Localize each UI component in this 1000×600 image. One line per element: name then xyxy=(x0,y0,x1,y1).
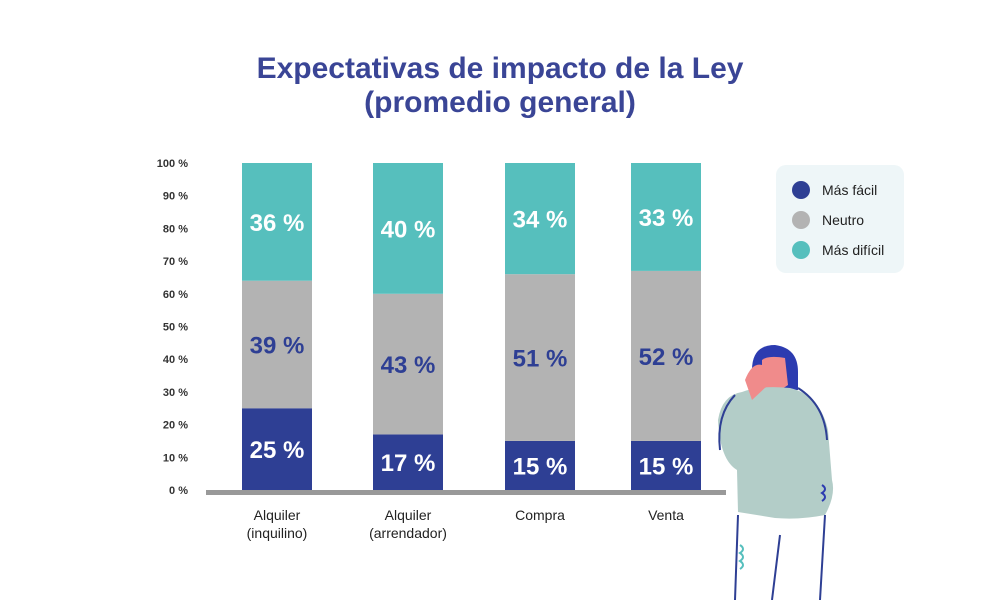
y-tick-label: 0 % xyxy=(169,485,188,497)
bar-segment xyxy=(505,274,575,441)
data-label: 39 % xyxy=(250,332,305,359)
data-label: 25 % xyxy=(250,437,305,464)
x-tick-label: Compra xyxy=(515,507,565,523)
legend-label: Más difícil xyxy=(822,242,885,258)
data-label: 51 % xyxy=(513,346,568,373)
data-label: 34 % xyxy=(513,207,568,234)
data-label: 36 % xyxy=(250,210,305,237)
bar-segment xyxy=(242,163,312,281)
legend-swatch xyxy=(792,241,810,259)
x-axis-line xyxy=(206,490,726,495)
y-tick-label: 20 % xyxy=(163,420,188,432)
x-tick-label: Venta xyxy=(648,507,684,523)
bar-segment xyxy=(242,280,312,409)
legend-label: Neutro xyxy=(822,212,865,228)
bar-segment xyxy=(373,434,443,490)
bar-segment xyxy=(631,270,701,441)
y-tick-label: 50 % xyxy=(163,322,188,334)
data-label: 17 % xyxy=(381,450,436,477)
data-label: 40 % xyxy=(381,216,436,243)
legend-swatch xyxy=(792,211,810,229)
y-tick-label: 10 % xyxy=(163,452,188,464)
chart-subtitle: (promedio general) xyxy=(364,86,636,119)
legend-item: Neutro xyxy=(792,211,864,229)
y-tick-label: 70 % xyxy=(163,256,188,268)
legend-label: Más fácil xyxy=(822,182,878,198)
data-label: 15 % xyxy=(639,453,694,480)
y-tick-label: 40 % xyxy=(163,354,188,366)
y-tick-label: 60 % xyxy=(163,289,188,301)
bar-segment xyxy=(242,408,312,490)
data-label: 52 % xyxy=(639,344,694,371)
bar-segment xyxy=(373,163,443,294)
data-label: 15 % xyxy=(513,453,568,480)
x-tick-label: (arrendador) xyxy=(369,525,447,541)
chart-title: Expectativas de impacto de la Ley xyxy=(256,52,744,85)
data-label: 43 % xyxy=(381,352,436,379)
x-tick-label: (inquilino) xyxy=(247,525,308,541)
y-tick-label: 80 % xyxy=(163,223,188,235)
x-tick-label: Alquiler xyxy=(385,507,432,523)
legend-item: Más difícil xyxy=(792,241,884,259)
legend-swatch xyxy=(792,181,810,199)
data-label: 33 % xyxy=(639,205,694,232)
y-tick-label: 90 % xyxy=(163,191,188,203)
legend-item: Más fácil xyxy=(792,181,877,199)
bar-segment xyxy=(373,293,443,435)
bar-segment xyxy=(631,163,701,271)
bar-segment xyxy=(505,163,575,275)
y-tick-label: 100 % xyxy=(157,158,188,170)
bar-segment xyxy=(631,440,701,490)
y-tick-label: 30 % xyxy=(163,387,188,399)
legend: Más fácil Neutro Más difícil xyxy=(776,165,904,273)
bar-segment xyxy=(505,440,575,490)
x-tick-label: Alquiler xyxy=(254,507,301,523)
